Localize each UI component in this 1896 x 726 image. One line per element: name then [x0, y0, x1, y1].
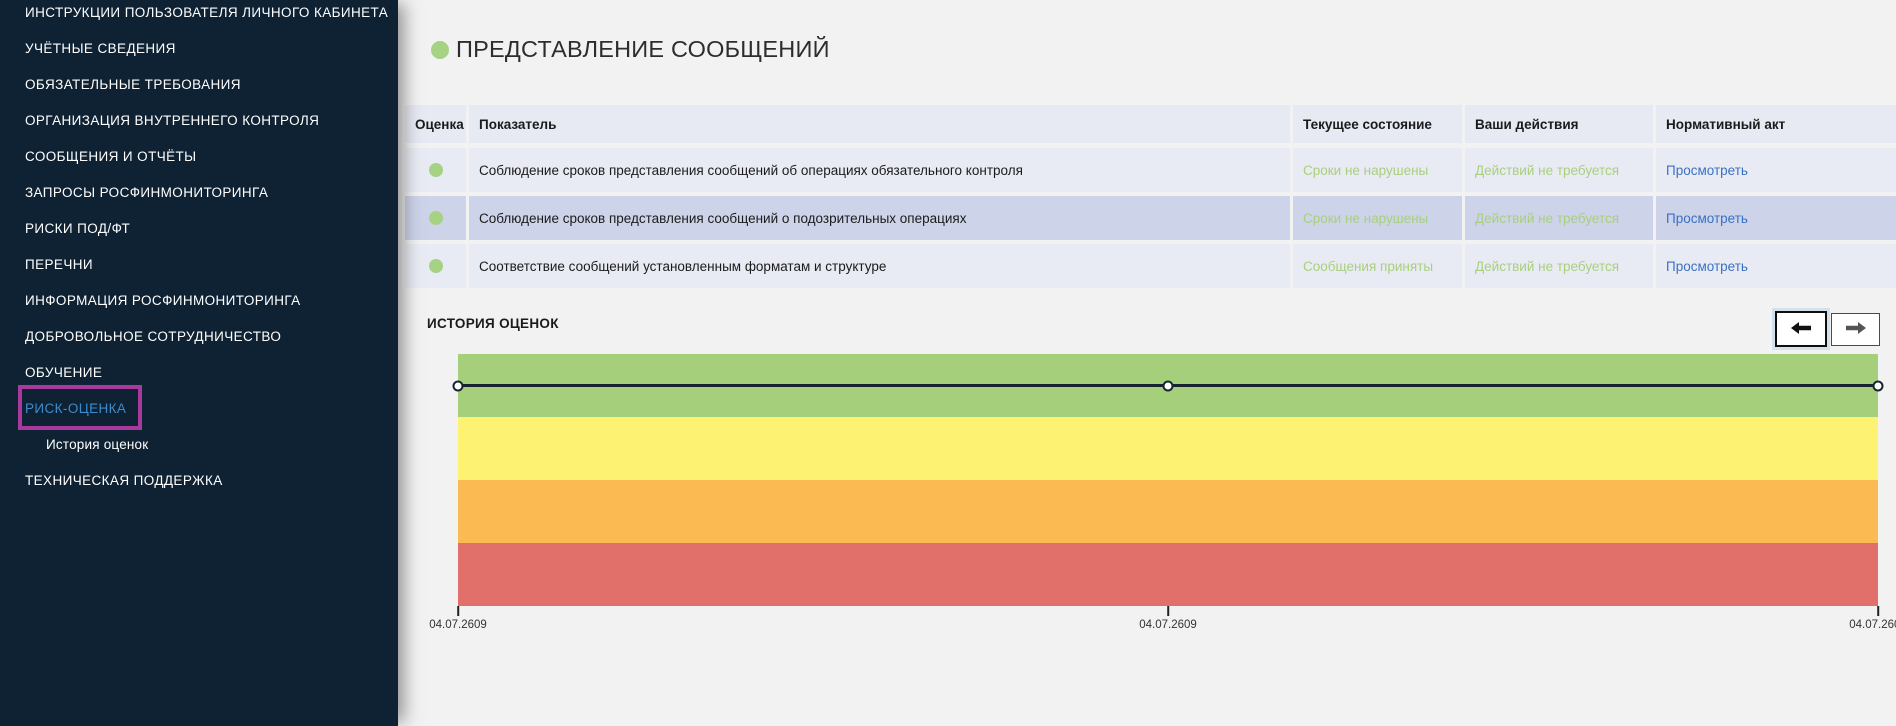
- axis-tick: [1167, 606, 1169, 616]
- axis-tick-group: 04.07.2609: [1849, 606, 1896, 631]
- indicator-text: Соблюдение сроков представления сообщени…: [479, 210, 967, 226]
- table-header-cell: Текущее состояние: [1293, 105, 1462, 143]
- normative-act-cell: Просмотреть: [1656, 244, 1896, 288]
- sidebar-item[interactable]: ОБУЧЕНИЕ: [0, 354, 398, 390]
- sidebar-item-label: РИСКИ ПОД/ФТ: [25, 220, 131, 236]
- sidebar-item-risk-assessment[interactable]: РИСК-ОЦЕНКА: [0, 385, 398, 430]
- sidebar-subitem-label: История оценок: [46, 436, 149, 452]
- messages-table: Оценка Показатель Текущее состояние Ваши…: [405, 105, 1896, 292]
- sidebar-item-label: ОБЯЗАТЕЛЬНЫЕ ТРЕБОВАНИЯ: [25, 76, 241, 92]
- axis-tick-group: 04.07.2609: [1139, 606, 1197, 631]
- axis-date-label: 04.07.2609: [1139, 619, 1197, 631]
- green-status-dot-icon: [431, 40, 449, 59]
- sidebar-item[interactable]: ЗАПРОСЫ РОСФИНМОНИТОРИНГА: [0, 174, 398, 210]
- axis-date-label: 04.07.2609: [1849, 619, 1896, 631]
- table-header-cell: Оценка: [405, 105, 466, 143]
- sidebar-item[interactable]: ДОБРОВОЛЬНОЕ СОТРУДНИЧЕСТВО: [0, 318, 398, 354]
- sidebar-item-label: ИНФОРМАЦИЯ РОСФИНМОНИТОРИНГА: [25, 292, 301, 308]
- chart-pager: [1775, 311, 1880, 347]
- chart-band-orange: [458, 480, 1878, 543]
- axis-date-label: 04.07.2609: [429, 619, 487, 631]
- sidebar-item[interactable]: РИСКИ ПОД/ФТ: [0, 210, 398, 246]
- arrow-left-icon: [1790, 321, 1812, 338]
- current-state-cell: Сроки не нарушены: [1293, 196, 1462, 240]
- sidebar-subitem-history[interactable]: История оценок: [0, 426, 398, 462]
- sidebar-item-label: ПЕРЕЧНИ: [25, 256, 93, 272]
- sidebar-nav-list: ИНСТРУКЦИИ ПОЛЬЗОВАТЕЛЯ ЛИЧНОГО КАБИНЕТА…: [0, 0, 398, 390]
- table-row: Соблюдение сроков представления сообщени…: [405, 148, 1896, 192]
- page-title: ПРЕДСТАВЛЕНИЕ СООБЩЕНИЙ: [456, 36, 830, 62]
- sidebar-item-label: РИСК-ОЦЕНКА: [25, 400, 127, 416]
- green-indicator-icon: [428, 259, 443, 273]
- indicator-text: Соответствие сообщений установленным фор…: [479, 258, 887, 274]
- state-text: Сообщения приняты: [1303, 258, 1434, 274]
- data-point-marker[interactable]: [1162, 380, 1174, 392]
- history-section-title: ИСТОРИЯ ОЦЕНОК: [427, 316, 559, 331]
- axis-tick: [1877, 606, 1879, 616]
- table-header-cell: Ваши действия: [1465, 105, 1653, 143]
- your-actions-cell: Действий не требуется: [1465, 148, 1653, 192]
- next-period-button[interactable]: [1831, 312, 1880, 346]
- state-text: Сроки не нарушены: [1303, 210, 1429, 226]
- sidebar-item-label: ЗАПРОСЫ РОСФИНМОНИТОРИНГА: [25, 184, 269, 200]
- rating-cell: [405, 196, 466, 240]
- chart-band-yellow: [458, 417, 1878, 480]
- table-row: Соблюдение сроков представления сообщени…: [405, 196, 1896, 240]
- state-text: Сроки не нарушены: [1303, 162, 1429, 178]
- indicator-text: Соблюдение сроков представления сообщени…: [479, 162, 1023, 178]
- sidebar-item[interactable]: ПЕРЕЧНИ: [0, 246, 398, 282]
- sidebar-item-label: ОБУЧЕНИЕ: [25, 364, 103, 380]
- main-content: ПРЕДСТАВЛЕНИЕ СООБЩЕНИЙ Оценка Показател…: [398, 0, 1896, 726]
- data-point-marker[interactable]: [452, 380, 464, 392]
- sidebar-item-label: ТЕХНИЧЕСКАЯ ПОДДЕРЖКА: [25, 472, 223, 488]
- normative-act-cell: Просмотреть: [1656, 148, 1896, 192]
- sidebar-item-label: ИНСТРУКЦИИ ПОЛЬЗОВАТЕЛЯ ЛИЧНОГО КАБИНЕТА: [25, 4, 389, 20]
- table-header-row: Оценка Показатель Текущее состояние Ваши…: [405, 105, 1896, 143]
- green-indicator-icon: [428, 211, 443, 225]
- sidebar-item-label: ОРГАНИЗАЦИЯ ВНУТРЕННЕГО КОНТРОЛЯ: [25, 112, 320, 128]
- sidebar-item[interactable]: ИНФОРМАЦИЯ РОСФИНМОНИТОРИНГА: [0, 282, 398, 318]
- axis-tick-group: 04.07.2609: [429, 606, 487, 631]
- sidebar: ИНСТРУКЦИИ ПОЛЬЗОВАТЕЛЯ ЛИЧНОГО КАБИНЕТА…: [0, 0, 398, 726]
- sidebar-item-label: СООБЩЕНИЯ И ОТЧЁТЫ: [25, 148, 197, 164]
- indicator-cell: Соответствие сообщений установленным фор…: [469, 244, 1290, 288]
- axis-tick: [457, 606, 459, 616]
- current-state-cell: Сроки не нарушены: [1293, 148, 1462, 192]
- action-text: Действий не требуется: [1475, 162, 1620, 178]
- sidebar-item-label: УЧЁТНЫЕ СВЕДЕНИЯ: [25, 40, 176, 56]
- rating-cell: [405, 244, 466, 288]
- action-text: Действий не требуется: [1475, 258, 1620, 274]
- sidebar-item[interactable]: ИНСТРУКЦИИ ПОЛЬЗОВАТЕЛЯ ЛИЧНОГО КАБИНЕТА: [0, 0, 398, 30]
- rating-cell: [405, 148, 466, 192]
- table-row: Соответствие сообщений установленным фор…: [405, 244, 1896, 288]
- indicator-cell: Соблюдение сроков представления сообщени…: [469, 196, 1290, 240]
- prev-period-button[interactable]: [1775, 311, 1827, 347]
- your-actions-cell: Действий не требуется: [1465, 244, 1653, 288]
- chart-x-axis: 04.07.2609 04.07.2609 04.07.2609: [429, 606, 1896, 636]
- green-indicator-icon: [428, 163, 443, 177]
- indicator-cell: Соблюдение сроков представления сообщени…: [469, 148, 1290, 192]
- sidebar-item-support[interactable]: ТЕХНИЧЕСКАЯ ПОДДЕРЖКА: [0, 462, 398, 498]
- sidebar-item[interactable]: СООБЩЕНИЯ И ОТЧЁТЫ: [0, 138, 398, 174]
- view-link[interactable]: Просмотреть: [1666, 162, 1748, 178]
- sidebar-item[interactable]: ОБЯЗАТЕЛЬНЫЕ ТРЕБОВАНИЯ: [0, 66, 398, 102]
- table-body: Соблюдение сроков представления сообщени…: [405, 148, 1896, 288]
- data-point-marker[interactable]: [1872, 380, 1884, 392]
- normative-act-cell: Просмотреть: [1656, 196, 1896, 240]
- risk-history-chart: [452, 354, 1884, 606]
- current-state-cell: Сообщения приняты: [1293, 244, 1462, 288]
- sidebar-item[interactable]: ОРГАНИЗАЦИЯ ВНУТРЕННЕГО КОНТРОЛЯ: [0, 102, 398, 138]
- table-header-cell: Показатель: [469, 105, 1290, 143]
- sidebar-item[interactable]: УЧЁТНЫЕ СВЕДЕНИЯ: [0, 30, 398, 66]
- page-title-row: ПРЕДСТАВЛЕНИЕ СООБЩЕНИЙ: [431, 36, 830, 63]
- arrow-right-icon: [1845, 321, 1866, 338]
- sidebar-item-label: ДОБРОВОЛЬНОЕ СОТРУДНИЧЕСТВО: [25, 328, 282, 344]
- view-link[interactable]: Просмотреть: [1666, 210, 1748, 226]
- view-link[interactable]: Просмотреть: [1666, 258, 1748, 274]
- your-actions-cell: Действий не требуется: [1465, 196, 1653, 240]
- action-text: Действий не требуется: [1475, 210, 1620, 226]
- chart-band-red: [458, 543, 1878, 606]
- table-header-cell: Нормативный акт: [1656, 105, 1896, 143]
